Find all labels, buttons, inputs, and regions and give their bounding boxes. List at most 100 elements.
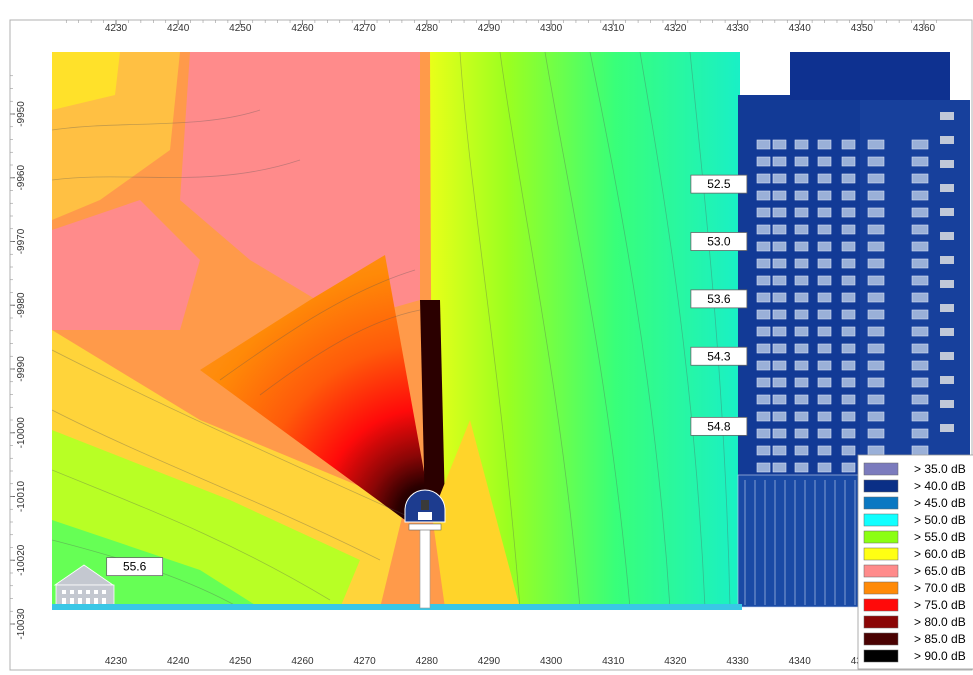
y-tick-label: -9980 (16, 292, 27, 318)
building-window (867, 445, 885, 456)
building-window (794, 156, 809, 167)
building-window (794, 394, 809, 405)
building-window (756, 292, 771, 303)
legend-entry: > 70.0 dB (914, 581, 966, 595)
building-side-window (940, 208, 954, 216)
building-window (794, 190, 809, 201)
building-window (817, 343, 832, 354)
contour-label-box (690, 289, 748, 309)
building-window (772, 411, 787, 422)
x-tick-bottom-label: 4280 (416, 656, 439, 667)
building-window (817, 462, 832, 473)
building-window (817, 377, 832, 388)
building-window (772, 292, 787, 303)
building-window (911, 394, 929, 405)
building-window (841, 411, 856, 422)
noise-field (52, 52, 740, 608)
building-side-window (940, 376, 954, 384)
building-side-window (940, 160, 954, 168)
building-window (756, 258, 771, 269)
building-window (756, 275, 771, 286)
building-window (794, 292, 809, 303)
building-window (756, 411, 771, 422)
building-window (756, 139, 771, 150)
building-window (817, 156, 832, 167)
zone-lower-right-yellow (432, 420, 520, 608)
building-window (911, 428, 929, 439)
building-window (794, 241, 809, 252)
zone-green-right (430, 52, 740, 608)
building-window (867, 309, 885, 320)
legend: > 35.0 dB > 40.0 dB > 45.0 dB > 50.0 dB > 55… (857, 454, 973, 670)
building-window (772, 190, 787, 201)
legend-swatch (863, 632, 899, 646)
building-window (794, 309, 809, 320)
x-tick-bottom-label: 4340 (789, 656, 812, 667)
building-window (911, 326, 929, 337)
building-window (772, 139, 787, 150)
building-window (794, 343, 809, 354)
building-window (867, 241, 885, 252)
contour-label: 54.3 (707, 349, 731, 363)
x-tick-bottom-label: 4300 (540, 656, 563, 667)
building-window (817, 292, 832, 303)
building-window (867, 411, 885, 422)
building-window (911, 360, 929, 371)
building-window (817, 139, 832, 150)
building-window (817, 224, 832, 235)
building-window (841, 428, 856, 439)
building-window (772, 326, 787, 337)
legend-swatch (863, 598, 899, 612)
building-window (794, 462, 809, 473)
building-window (817, 173, 832, 184)
building-window (794, 207, 809, 218)
building-window (841, 241, 856, 252)
building-side-window (940, 352, 954, 360)
noise-source-icon (404, 489, 446, 609)
building-window (756, 309, 771, 320)
building-window (867, 428, 885, 439)
building-window (841, 394, 856, 405)
zone-upper-left-yellow (52, 52, 120, 110)
building-window (794, 275, 809, 286)
building-window (756, 241, 771, 252)
legend-swatch (863, 530, 899, 544)
building-window (911, 343, 929, 354)
building-window (911, 190, 929, 201)
x-tick-top-label: 4330 (726, 23, 749, 34)
legend-entry: > 40.0 dB (914, 479, 966, 493)
building-window (756, 207, 771, 218)
contour-label-box (690, 346, 748, 366)
building-window (772, 156, 787, 167)
x-tick-bottom-label: 4250 (229, 656, 252, 667)
building-window (817, 207, 832, 218)
building-window (794, 360, 809, 371)
x-tick-top-label: 4250 (229, 23, 252, 34)
building-window (911, 156, 929, 167)
building-window (841, 445, 856, 456)
x-tick-bottom-label: 4230 (105, 656, 128, 667)
x-tick-top-label: 4280 (416, 23, 439, 34)
building-side-window (940, 136, 954, 144)
x-tick-top-label: 4260 (291, 23, 314, 34)
building-window (794, 139, 809, 150)
building-window (911, 258, 929, 269)
building-window (772, 275, 787, 286)
x-tick-bottom-label: 4310 (602, 656, 625, 667)
building-window (867, 173, 885, 184)
building-window (772, 224, 787, 235)
building-window (817, 258, 832, 269)
building-window (867, 326, 885, 337)
building-window (867, 343, 885, 354)
legend-entry: > 55.0 dB (914, 530, 966, 544)
building-window (841, 292, 856, 303)
building-window (817, 275, 832, 286)
x-tick-bottom-label: 4320 (664, 656, 687, 667)
building-window (817, 428, 832, 439)
building-window (841, 326, 856, 337)
building-side-window (940, 184, 954, 192)
y-tick-label: -9960 (16, 165, 27, 191)
contour-label-box (106, 557, 164, 577)
x-tick-top-label: 4240 (167, 23, 190, 34)
building-window (772, 258, 787, 269)
